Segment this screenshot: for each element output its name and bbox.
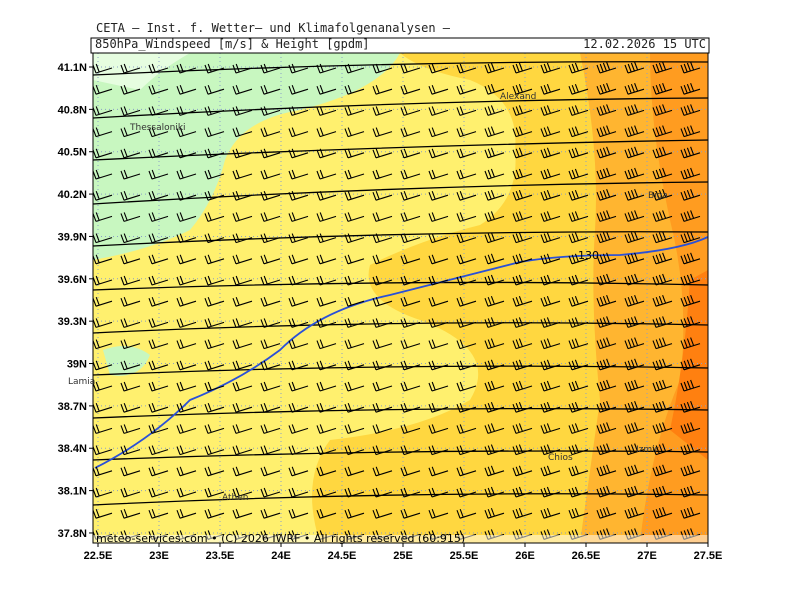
lon-label: 23E bbox=[149, 550, 169, 562]
place-label: Alexand bbox=[500, 92, 536, 102]
lon-label: 22.5E bbox=[84, 550, 113, 562]
place-label: Chios bbox=[548, 453, 573, 463]
header-org: CETA – Inst. f. Wetter– und Klimafolgena… bbox=[96, 21, 451, 35]
lat-label: 37.8N bbox=[58, 528, 87, 540]
place-label: Biga bbox=[648, 191, 668, 201]
wind-barbs bbox=[93, 61, 701, 540]
lat-label: 40.5N bbox=[58, 147, 87, 159]
place-label: Izmir bbox=[636, 445, 659, 455]
lon-label: 25E bbox=[393, 550, 413, 562]
contour-130 bbox=[94, 236, 708, 469]
footer-band bbox=[93, 535, 708, 543]
header-time: 12.02.2026 15 UTC bbox=[583, 37, 706, 51]
lat-label: 38.1N bbox=[58, 486, 87, 498]
place-label: Thessaloniki bbox=[129, 123, 186, 133]
labels: 41.1N 40.8N 40.5N 40.2N 39.9N 39.6N 39.3N 39N 38… bbox=[58, 62, 723, 562]
header-title: 850hPa_Windspeed [m/s] & Height [gpdm] bbox=[95, 37, 370, 51]
lat-label: 39.3N bbox=[58, 316, 87, 328]
lon-label: 24.5E bbox=[328, 550, 357, 562]
graticule bbox=[93, 53, 708, 543]
lat-label: 38.7N bbox=[58, 401, 87, 413]
lon-label: 24E bbox=[271, 550, 291, 562]
lon-label: 23.5E bbox=[206, 550, 235, 562]
lon-label: 27.5E bbox=[694, 550, 723, 562]
map-area bbox=[93, 53, 708, 543]
field-lightgreen bbox=[93, 53, 190, 90]
lon-label: 26.5E bbox=[572, 550, 601, 562]
place-label: Athen bbox=[222, 493, 248, 503]
map-frame bbox=[92, 52, 709, 544]
contour-label: 130 bbox=[578, 249, 599, 262]
lon-label: 26E bbox=[515, 550, 535, 562]
lat-label: 38.4N bbox=[58, 443, 87, 455]
lon-label: 25.5E bbox=[450, 550, 479, 562]
lat-label: 39.6N bbox=[58, 274, 87, 286]
lon-label: 27E bbox=[637, 550, 657, 562]
lat-label: 39N bbox=[67, 359, 87, 371]
lat-label: 40.2N bbox=[58, 189, 87, 201]
field-green bbox=[93, 53, 400, 260]
footer: meteo-services.com • (C) 2026 IWRF • All… bbox=[96, 532, 465, 545]
lat-label: 41.1N bbox=[58, 62, 87, 74]
lat-label: 40.8N bbox=[58, 104, 87, 116]
field-green-patch bbox=[103, 346, 150, 376]
lat-label: 39.9N bbox=[58, 231, 87, 243]
place-label: Lamia bbox=[68, 377, 95, 387]
